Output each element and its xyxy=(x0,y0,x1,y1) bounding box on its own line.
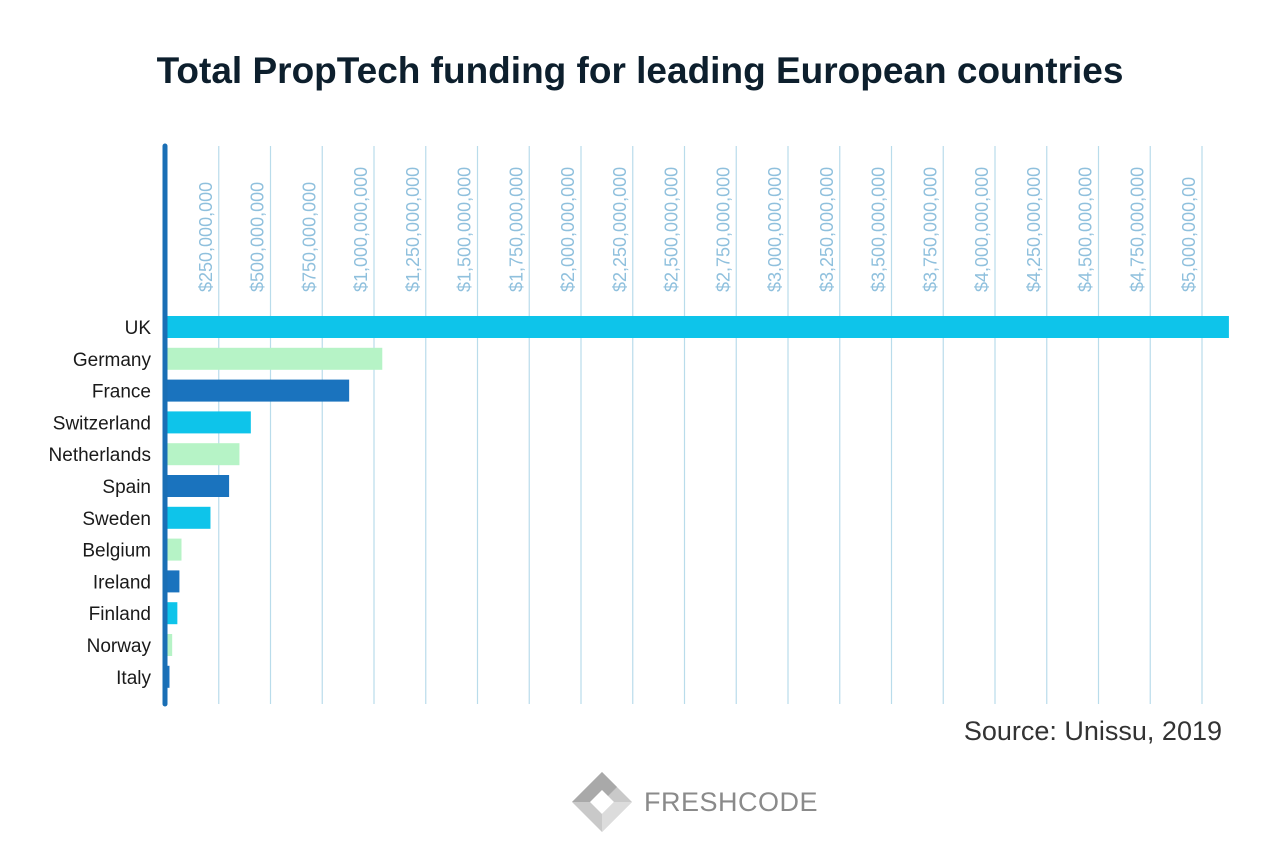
x-tick-label: $3,500,000,000 xyxy=(869,167,889,292)
x-tick-label: $1,250,000,000 xyxy=(403,167,423,292)
chart-title: Total PropTech funding for leading Europ… xyxy=(156,50,1124,91)
x-tick-label: $3,000,000,000 xyxy=(765,167,785,292)
y-category-label: Norway xyxy=(87,636,152,657)
diamond-logo-icon xyxy=(572,772,632,832)
y-category-label: Sweden xyxy=(82,509,151,530)
x-tick-label: $2,750,000,000 xyxy=(713,167,733,292)
x-tick-label: $4,500,000,000 xyxy=(1076,167,1096,292)
x-tick-label: $2,500,000,000 xyxy=(662,167,682,292)
y-category-label: Switzerland xyxy=(53,413,151,434)
y-category-label: Netherlands xyxy=(49,445,151,466)
x-tick-label: $5,000,000,00 xyxy=(1179,177,1199,292)
bar-france xyxy=(167,379,350,402)
x-tick-label: $4,750,000,000 xyxy=(1127,167,1147,292)
y-category-label: Belgium xyxy=(82,541,151,562)
x-tick-label: $3,750,000,000 xyxy=(920,167,940,292)
x-tick-label: $2,250,000,000 xyxy=(610,167,630,292)
y-category-label: UK xyxy=(125,318,152,339)
y-category-label: Spain xyxy=(102,477,151,498)
bar-belgium xyxy=(167,538,182,561)
x-tick-label: $500,000,000 xyxy=(248,182,268,292)
x-tick-label: $250,000,000 xyxy=(196,182,216,292)
bar-germany xyxy=(167,347,383,370)
x-tick-label: $3,250,000,000 xyxy=(817,167,837,292)
bar-switzerland xyxy=(167,411,251,434)
y-category-label: Finland xyxy=(89,604,151,625)
source-note: Source: Unissu, 2019 xyxy=(963,716,1222,746)
x-tick-label: $4,000,000,000 xyxy=(972,167,992,292)
freshcode-logo: FRESHCODE xyxy=(570,770,818,834)
y-category-label: Germany xyxy=(73,350,152,371)
bar-sweden xyxy=(167,506,211,529)
x-tick-label: $1,000,000,000 xyxy=(351,167,371,292)
bar-netherlands xyxy=(167,443,240,466)
y-category-label: Ireland xyxy=(93,572,151,593)
x-tick-label: $1,500,000,000 xyxy=(455,167,475,292)
y-category-label: Italy xyxy=(116,668,151,689)
y-category-label: France xyxy=(92,382,151,403)
bar-ireland xyxy=(167,570,180,593)
bar-italy xyxy=(167,665,170,688)
x-tick-label: $4,250,000,000 xyxy=(1024,167,1044,292)
bar-uk xyxy=(167,316,1229,338)
bar-spain xyxy=(167,475,230,497)
logo-text: FRESHCODE xyxy=(644,786,819,817)
x-tick-label: $2,000,000,000 xyxy=(558,167,578,292)
bar-finland xyxy=(167,602,178,625)
bar-norway xyxy=(167,634,173,656)
x-tick-label: $750,000,000 xyxy=(299,182,319,292)
x-tick-label: $1,750,000,000 xyxy=(506,167,526,292)
